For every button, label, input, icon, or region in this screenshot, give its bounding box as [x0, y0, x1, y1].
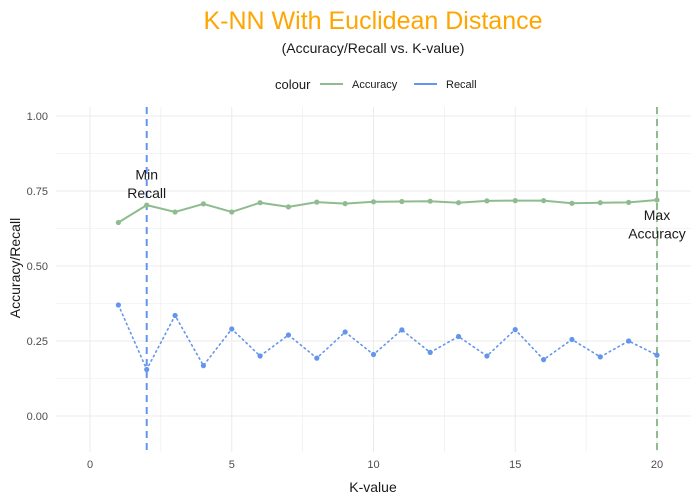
y-tick-label: 0.75 — [27, 186, 48, 198]
x-tick-label: 0 — [87, 459, 93, 471]
chart-subtitle: (Accuracy/Recall vs. K-value) — [282, 40, 465, 56]
point-accuracy — [342, 201, 348, 207]
point-accuracy — [370, 199, 377, 205]
x-axis-title: K-value — [349, 479, 397, 495]
point-recall — [569, 336, 575, 343]
annotation-label: Max Accuracy — [628, 207, 686, 241]
point-recall — [370, 351, 377, 358]
annotation-line: Accuracy — [628, 225, 686, 241]
annotation-line: Min — [135, 167, 158, 183]
point-recall — [172, 312, 178, 319]
point-recall — [455, 333, 462, 340]
x-tick-label: 5 — [229, 459, 235, 471]
series-line-accuracy — [117, 199, 658, 224]
point-recall — [314, 355, 320, 361]
point-accuracy — [540, 198, 547, 204]
point-accuracy — [654, 197, 660, 203]
y-axis-title: Accuracy/Recall — [7, 218, 23, 318]
point-accuracy — [200, 201, 207, 207]
point-accuracy — [626, 199, 632, 205]
point-recall — [427, 349, 433, 355]
x-axis-ticks: 0 5 10 15 20 — [87, 459, 663, 471]
point-accuracy — [484, 198, 490, 204]
point-accuracy — [144, 202, 150, 208]
point-recall — [115, 302, 121, 308]
point-recall — [512, 327, 518, 333]
y-tick-label: 0.25 — [27, 336, 48, 348]
legend: colour Accuracy Recall — [275, 77, 477, 92]
point-accuracy — [172, 209, 178, 215]
legend-title: colour — [275, 77, 311, 92]
point-accuracy — [512, 198, 518, 204]
point-accuracy — [115, 219, 121, 226]
point-accuracy — [569, 200, 575, 206]
point-accuracy — [257, 200, 263, 206]
point-recall — [484, 353, 490, 359]
point-recall — [257, 353, 263, 359]
point-recall — [399, 327, 405, 333]
annotations: Min Recall Max Accuracy — [127, 167, 686, 242]
y-tick-label: 1.00 — [27, 111, 48, 123]
x-tick-label: 15 — [509, 459, 521, 471]
y-tick-label: 0.50 — [27, 261, 48, 273]
legend-label-accuracy: Accuracy — [352, 79, 398, 91]
point-recall — [540, 357, 547, 363]
point-accuracy — [399, 198, 405, 205]
point-recall — [229, 326, 235, 332]
point-recall — [654, 352, 660, 358]
annotation-line: Recall — [127, 185, 166, 201]
x-tick-label: 20 — [651, 459, 663, 471]
point-recall — [144, 366, 150, 373]
x-tick-label: 10 — [367, 459, 379, 471]
point-accuracy — [229, 209, 235, 215]
point-accuracy — [427, 198, 433, 204]
y-axis-ticks: 0.00 0.25 0.50 0.75 1.00 — [27, 111, 48, 423]
point-accuracy — [455, 200, 462, 206]
point-accuracy — [597, 200, 603, 206]
series-line-recall — [117, 304, 658, 372]
point-recall — [597, 354, 603, 360]
legend-label-recall: Recall — [446, 79, 477, 91]
point-accuracy — [285, 204, 292, 210]
annotation-line: Max — [644, 207, 670, 223]
point-recall — [626, 338, 632, 344]
reference-lines — [145, 107, 658, 452]
chart-title: K-NN With Euclidean Distance — [203, 7, 542, 35]
plot-panel — [56, 107, 691, 452]
point-accuracy — [314, 199, 320, 205]
point-recall — [200, 363, 207, 369]
point-recall — [342, 329, 348, 335]
point-recall — [285, 332, 292, 338]
y-tick-label: 0.00 — [27, 411, 48, 423]
annotation-label: Min Recall — [127, 167, 166, 201]
data-series — [115, 197, 660, 373]
